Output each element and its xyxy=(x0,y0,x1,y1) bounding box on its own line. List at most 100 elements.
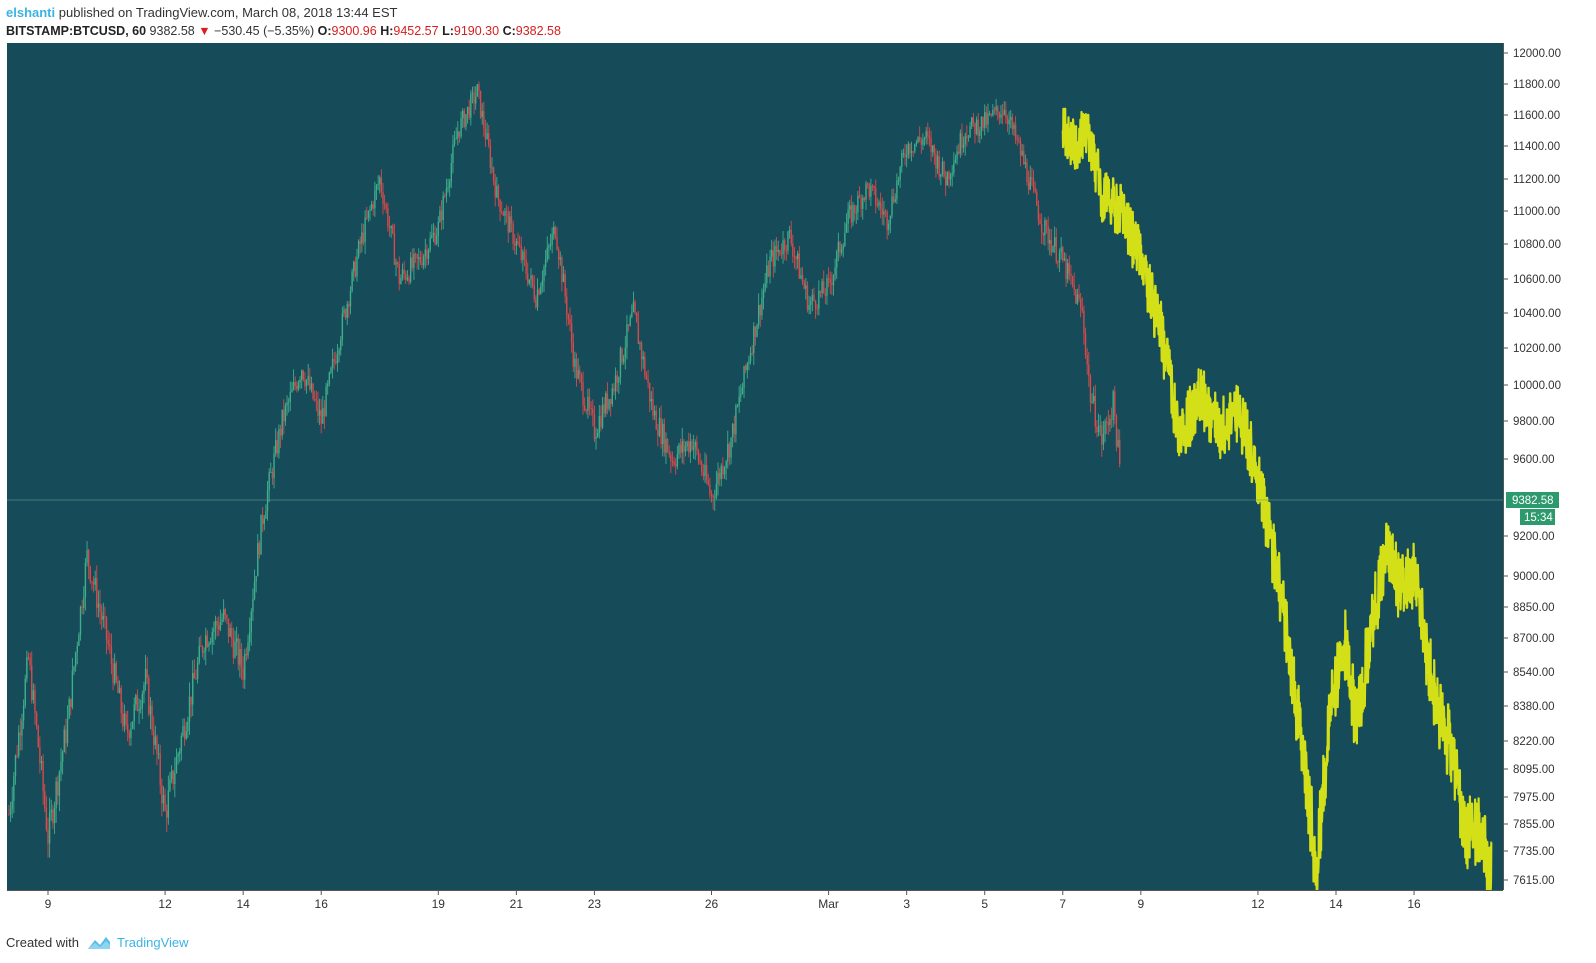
candle-body xyxy=(113,663,116,684)
candle-body xyxy=(662,423,664,445)
candle-body xyxy=(390,225,392,229)
candle-body xyxy=(977,119,979,137)
candle-body xyxy=(800,275,802,279)
candle-body xyxy=(327,383,329,387)
candle-body xyxy=(320,410,322,424)
candle-body xyxy=(777,249,779,252)
candle-body xyxy=(1000,114,1002,118)
candle-body xyxy=(81,606,83,608)
candle-body xyxy=(47,829,49,844)
candle-body xyxy=(102,615,104,620)
candle-body xyxy=(772,250,775,267)
candle-body xyxy=(811,294,814,301)
y-tick-label: 9000.00 xyxy=(1513,571,1555,583)
candle-body xyxy=(257,543,259,577)
candle-body xyxy=(141,693,144,708)
candle-body xyxy=(730,437,732,458)
candle-body xyxy=(411,257,413,268)
y-tick-label: 10000.00 xyxy=(1513,380,1561,392)
candle-body xyxy=(954,159,957,164)
candle-body xyxy=(435,235,438,244)
candle-body xyxy=(66,718,69,744)
tradingview-brand-link[interactable]: TradingView xyxy=(117,935,189,950)
candle-body xyxy=(528,279,531,284)
candle-body xyxy=(130,728,132,739)
candle-body xyxy=(1018,139,1020,141)
candle-body xyxy=(120,688,122,714)
candle-body xyxy=(787,231,789,251)
candle-body xyxy=(577,370,579,379)
candle-body xyxy=(385,205,387,209)
candle-body xyxy=(980,116,983,131)
candle-body xyxy=(844,232,846,246)
candle-body xyxy=(1047,226,1049,244)
candle-body xyxy=(250,611,252,632)
candle-body xyxy=(918,136,921,141)
candle-body xyxy=(775,245,778,252)
candle-body xyxy=(68,698,70,719)
candle-body xyxy=(294,382,296,386)
candle-body xyxy=(888,223,890,230)
candle-body xyxy=(660,417,662,445)
candle-body xyxy=(621,348,623,363)
candle-body xyxy=(1109,419,1111,425)
candle-body xyxy=(429,237,431,251)
candle-body xyxy=(1039,219,1041,225)
candle-body xyxy=(476,84,479,97)
y-tick-label: 8380.00 xyxy=(1513,701,1555,713)
candle-body xyxy=(915,142,918,144)
candle-body xyxy=(63,729,65,753)
chart-area[interactable]: 12000.00 11800.00 11600.00 11400.00 11200.00… xyxy=(0,43,1596,923)
candle-body xyxy=(421,262,423,266)
candle-body xyxy=(1063,258,1066,261)
candle-body xyxy=(636,312,638,323)
author-link[interactable]: elshanti xyxy=(6,5,56,20)
candle-body xyxy=(497,185,500,200)
y-tick-label: 8540.00 xyxy=(1513,667,1555,679)
candle-body xyxy=(244,653,246,680)
x-tick-label: 7 xyxy=(1059,897,1066,911)
candle-body xyxy=(466,106,469,115)
candle-body xyxy=(1014,124,1017,139)
candle-body xyxy=(151,705,153,731)
candle-body xyxy=(914,143,916,152)
candle-body xyxy=(679,444,682,453)
candle-body xyxy=(878,202,880,206)
candle-body xyxy=(200,645,202,647)
candle-body xyxy=(1011,117,1014,129)
candle-body xyxy=(53,807,56,824)
candle-body xyxy=(953,163,955,174)
candle-body xyxy=(281,409,283,436)
candle-body xyxy=(157,753,160,755)
candle-body xyxy=(169,779,171,791)
candle-body xyxy=(382,191,384,204)
candle-body xyxy=(1026,162,1028,182)
candle-body xyxy=(912,151,914,153)
candle-body xyxy=(346,304,348,318)
candle-body xyxy=(824,293,827,296)
candle-body xyxy=(65,729,67,744)
candle-body xyxy=(517,241,519,245)
candle-body xyxy=(673,461,675,465)
candle-body xyxy=(948,171,950,180)
candle-body xyxy=(16,755,18,757)
candle-body xyxy=(585,410,587,412)
candle-body xyxy=(979,130,981,137)
y-tick-label: 10800.00 xyxy=(1513,239,1561,251)
candle-body xyxy=(561,257,563,283)
candle-body xyxy=(527,273,529,284)
candle-body xyxy=(239,648,241,665)
candle-body xyxy=(232,638,235,658)
open-label: O: xyxy=(317,24,332,38)
candle-body xyxy=(388,226,391,229)
candle-body xyxy=(125,713,127,725)
x-tick-label: Mar xyxy=(818,897,839,911)
candle-body xyxy=(512,223,514,244)
candle-body xyxy=(19,732,22,736)
candle-body xyxy=(821,281,823,293)
price-chart[interactable]: 12000.00 11800.00 11600.00 11400.00 11200.00… xyxy=(0,43,1596,923)
candle-body xyxy=(266,490,269,512)
candle-body xyxy=(248,631,251,643)
candle-body xyxy=(743,366,745,388)
y-tick-label: 11200.00 xyxy=(1513,174,1560,186)
